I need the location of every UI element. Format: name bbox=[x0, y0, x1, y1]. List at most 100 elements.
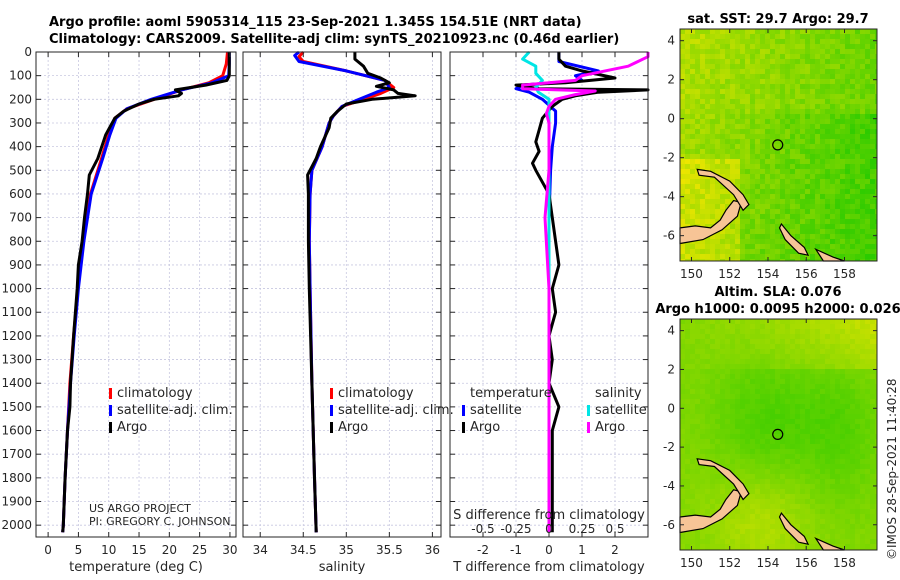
map-cell bbox=[690, 214, 695, 219]
map-cell bbox=[750, 539, 755, 544]
map-cell bbox=[860, 199, 865, 204]
map-cell bbox=[700, 44, 705, 49]
legend-group-title: salinity bbox=[595, 386, 642, 401]
map-cell bbox=[690, 429, 695, 434]
map-cell bbox=[775, 204, 780, 209]
map-cell bbox=[690, 259, 695, 261]
map-cell bbox=[730, 39, 735, 44]
map-cell bbox=[720, 489, 725, 494]
map-cell bbox=[735, 509, 740, 514]
map-cell bbox=[845, 499, 850, 504]
map-cell bbox=[765, 519, 770, 524]
map-cell bbox=[815, 154, 820, 159]
map-cell bbox=[710, 124, 715, 129]
map-cell bbox=[830, 369, 835, 374]
map-cell bbox=[830, 89, 835, 94]
map-cell bbox=[775, 214, 780, 219]
map-cell bbox=[865, 424, 870, 429]
map-cell bbox=[715, 99, 720, 104]
map-cell bbox=[765, 159, 770, 164]
map-cell bbox=[690, 489, 695, 494]
map-cell bbox=[785, 379, 790, 384]
map-cell bbox=[860, 364, 865, 369]
map-cell bbox=[755, 424, 760, 429]
map-cell bbox=[865, 64, 870, 69]
map-cell bbox=[720, 249, 725, 254]
map-cell bbox=[835, 499, 840, 504]
map-cell bbox=[710, 129, 715, 134]
x-tick-label: 150 bbox=[680, 267, 703, 281]
map-cell bbox=[745, 134, 750, 139]
map-cell bbox=[810, 409, 815, 414]
map-cell bbox=[835, 529, 840, 534]
map-cell bbox=[730, 374, 735, 379]
map-cell bbox=[860, 419, 865, 424]
map-cell bbox=[705, 124, 710, 129]
map-cell bbox=[840, 359, 845, 364]
map-cell bbox=[805, 69, 810, 74]
map-cell bbox=[710, 254, 715, 259]
map-cell bbox=[710, 219, 715, 224]
map-cell bbox=[785, 429, 790, 434]
map-cell bbox=[760, 114, 765, 119]
map-cell bbox=[795, 494, 800, 499]
map-cell bbox=[785, 179, 790, 184]
map-cell bbox=[690, 29, 695, 34]
map-cell bbox=[790, 394, 795, 399]
map-cell bbox=[695, 59, 700, 64]
map-cell bbox=[735, 399, 740, 404]
map-cell bbox=[685, 104, 690, 109]
map-cell bbox=[805, 29, 810, 34]
map-cell bbox=[815, 414, 820, 419]
map-cell bbox=[680, 449, 685, 454]
map-cell bbox=[750, 494, 755, 499]
map-cell bbox=[735, 169, 740, 174]
map-cell bbox=[755, 134, 760, 139]
map-cell bbox=[875, 384, 877, 389]
map-cell bbox=[850, 174, 855, 179]
map-cell bbox=[785, 144, 790, 149]
map-cell bbox=[875, 259, 877, 261]
map-cell bbox=[855, 134, 860, 139]
map-cell bbox=[805, 234, 810, 239]
map-cell bbox=[855, 239, 860, 244]
map-cell bbox=[860, 109, 865, 114]
map-cell bbox=[835, 394, 840, 399]
map-cell bbox=[840, 454, 845, 459]
map-cell bbox=[810, 359, 815, 364]
map-cell bbox=[805, 74, 810, 79]
map-cell bbox=[730, 259, 735, 261]
map-cell bbox=[745, 484, 750, 489]
map-cell bbox=[700, 464, 705, 469]
map-cell bbox=[855, 59, 860, 64]
map-cell bbox=[860, 339, 865, 344]
map-cell bbox=[725, 169, 730, 174]
map-cell bbox=[680, 329, 685, 334]
map-cell bbox=[830, 79, 835, 84]
map-cell bbox=[785, 364, 790, 369]
map-cell bbox=[710, 169, 715, 174]
x-tick-label: -1 bbox=[510, 543, 522, 557]
map-cell bbox=[750, 114, 755, 119]
map-cell bbox=[870, 384, 875, 389]
map-cell bbox=[850, 49, 855, 54]
y-tick-label: 1600 bbox=[1, 424, 32, 438]
legend-swatch bbox=[462, 405, 465, 416]
map-cell bbox=[700, 129, 705, 134]
series-line-climatology bbox=[61, 51, 229, 533]
map-cell bbox=[685, 359, 690, 364]
map-cell bbox=[765, 424, 770, 429]
map-cell bbox=[860, 84, 865, 89]
map-cell bbox=[875, 114, 877, 119]
map-cell bbox=[695, 204, 700, 209]
map-cell bbox=[860, 334, 865, 339]
map-cell bbox=[855, 54, 860, 59]
map-cell bbox=[825, 424, 830, 429]
map-cell bbox=[850, 394, 855, 399]
map-cell bbox=[860, 379, 865, 384]
map-cell bbox=[840, 99, 845, 104]
map-cell bbox=[790, 124, 795, 129]
map-cell bbox=[690, 444, 695, 449]
map-cell bbox=[785, 414, 790, 419]
map-cell bbox=[775, 184, 780, 189]
